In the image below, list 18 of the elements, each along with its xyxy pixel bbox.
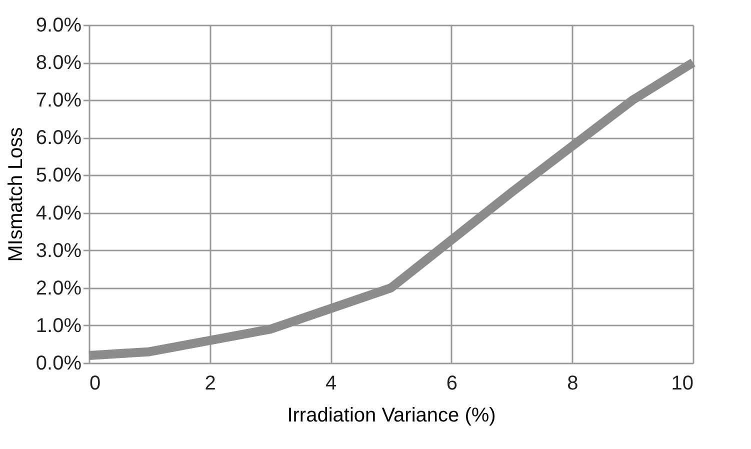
x-tick-label: 6	[446, 372, 458, 394]
y-tick-label: 6.0%	[36, 127, 82, 150]
y-tick-label: 1.0%	[36, 314, 82, 337]
x-axis-title: Irradiation Variance (%)	[287, 404, 496, 426]
y-tick-label: 3.0%	[36, 240, 82, 262]
y-tick-label: 7.0%	[36, 90, 82, 112]
y-tick-label: 2.0%	[36, 277, 82, 300]
y-tick-label: 0.0%	[36, 352, 82, 374]
x-tick-label: 8	[567, 372, 578, 394]
x-tick-label: 10	[671, 372, 694, 394]
x-tick-label: 0	[90, 372, 101, 394]
x-tick-label: 4	[326, 372, 337, 394]
x-tick-label: 2	[204, 372, 216, 394]
y-tick-label: 5.0%	[36, 164, 82, 187]
y-tick-label: 9.0%	[36, 14, 82, 36]
y-axis-title: MIsmatch Loss	[4, 127, 27, 262]
y-tick-label: 4.0%	[36, 202, 82, 224]
y-tick-label: 8.0%	[36, 52, 82, 74]
